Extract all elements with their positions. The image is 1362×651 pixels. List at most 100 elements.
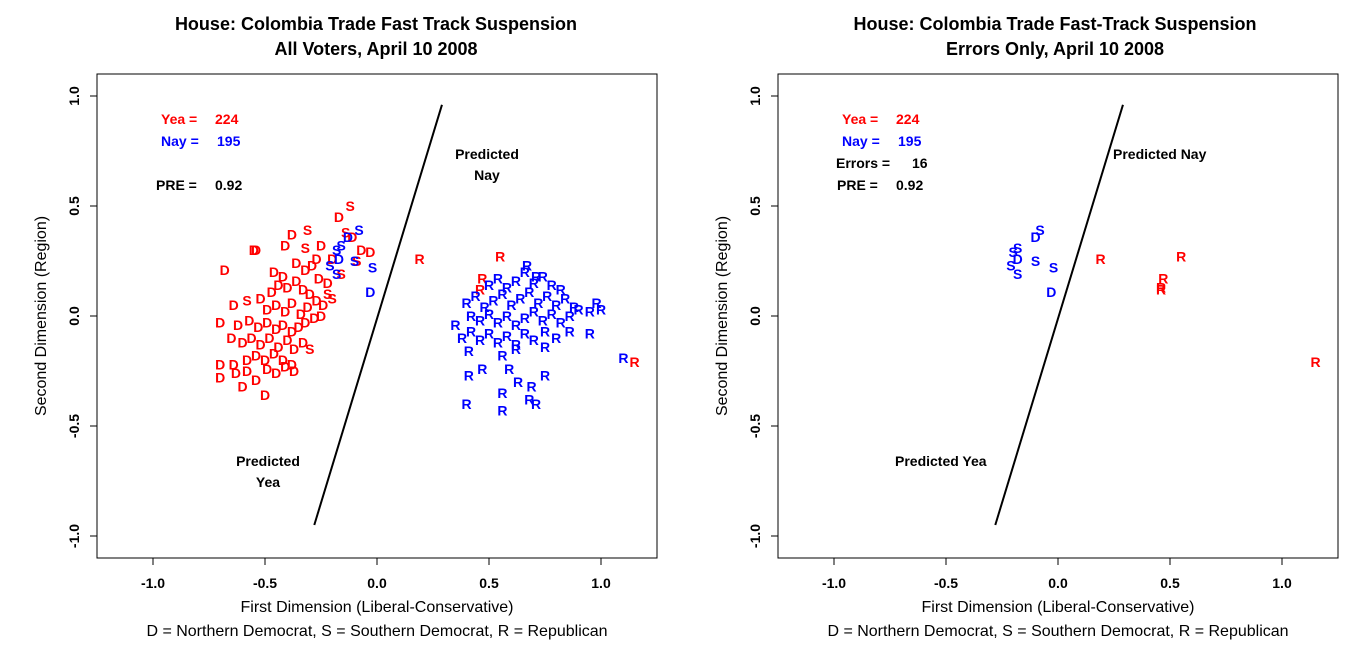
data-point-r: R [479, 299, 489, 315]
x-tick-label: -0.5 [934, 575, 958, 591]
y-tick-label: -0.5 [66, 414, 82, 438]
data-point-r: R [556, 315, 566, 331]
right-cutting-line [994, 104, 1124, 526]
right-pre-label: PRE = [837, 177, 878, 193]
left-y-axis-label: Second Dimension (Region) [33, 216, 50, 416]
data-point-r: R [504, 361, 514, 377]
data-point-r: R [551, 297, 561, 313]
data-point-d: D [249, 242, 259, 258]
data-point-d: D [233, 317, 243, 333]
data-point-r: R [531, 396, 541, 412]
data-point-r: R [475, 332, 485, 348]
data-point-s: S [305, 341, 314, 357]
data-point-r: R [596, 301, 606, 317]
right-yea-count: 224 [896, 111, 920, 127]
data-point-d: D [318, 297, 328, 313]
left-nay-count: 195 [217, 133, 241, 149]
data-point-r: R [547, 306, 557, 322]
data-point-d: D [300, 315, 310, 331]
data-point-r: R [493, 334, 503, 350]
data-point-r: R [464, 343, 474, 359]
data-point-r: R [466, 323, 476, 339]
left-caption: D = Northern Democrat, S = Southern Demo… [146, 623, 607, 640]
data-point-r: R [462, 295, 472, 311]
right-nay-label: Nay = [842, 133, 880, 149]
data-point-d: D [229, 297, 239, 313]
x-tick-label: 0.0 [1048, 575, 1068, 591]
data-point-d: D [282, 279, 292, 295]
data-point-d: D [269, 264, 279, 280]
data-point-d: D [289, 363, 299, 379]
data-point-d: D [271, 321, 281, 337]
data-point-d: D [267, 284, 277, 300]
right-predicted-nay: Predicted Nay [1113, 146, 1207, 162]
data-point-r: R [515, 290, 525, 306]
data-point-r: R [1095, 251, 1105, 267]
data-point-d: D [365, 244, 375, 260]
left-chart-title: House: Colombia Trade Fast Track Suspens… [175, 14, 577, 34]
right-nay-count: 195 [898, 133, 922, 149]
data-point-r: R [477, 271, 487, 287]
data-point-d: D [238, 378, 248, 394]
data-point-d: D [262, 315, 272, 331]
data-point-r: R [475, 282, 485, 298]
data-point-r: R [585, 326, 595, 342]
right-errors-value: 16 [912, 155, 928, 171]
data-point-r: R [511, 317, 521, 333]
y-tick-label: -1.0 [66, 524, 82, 548]
left-predicted-yea-line2: Yea [256, 474, 280, 490]
data-point-r: R [513, 374, 523, 390]
x-tick-label: 1.0 [591, 575, 611, 591]
data-point-d: D [280, 304, 290, 320]
data-point-r: R [477, 361, 487, 377]
data-point-r: R [1176, 249, 1186, 265]
left-chart-subtitle: All Voters, April 10 2008 [274, 39, 477, 59]
data-point-d: D [316, 308, 326, 324]
data-point-d: D [323, 275, 333, 291]
data-point-r: R [540, 367, 550, 383]
left-nay-label: Nay = [161, 133, 199, 149]
y-tick-label: -0.5 [747, 414, 763, 438]
data-point-d: D [311, 251, 321, 267]
left-predicted-yea-line1: Predicted [236, 453, 300, 469]
data-point-s: S [1013, 266, 1022, 282]
data-point-s: S [354, 222, 363, 238]
data-point-r: R [502, 308, 512, 324]
data-point-r: R [565, 308, 575, 324]
x-tick-label: 1.0 [1272, 575, 1292, 591]
data-point-d: D [327, 251, 337, 267]
data-point-s: S [301, 240, 310, 256]
data-point-d: D [291, 255, 301, 271]
data-point-r: R [470, 288, 480, 304]
left-pre-value: 0.92 [215, 177, 242, 193]
data-point-d: D [287, 227, 297, 243]
data-point-r: R [565, 323, 575, 339]
x-tick-label: 0.5 [479, 575, 499, 591]
data-point-r: R [497, 403, 507, 419]
data-point-r: R [466, 308, 476, 324]
data-point-d: D [269, 345, 279, 361]
data-point-r: R [520, 264, 530, 280]
data-point-d: D [343, 229, 353, 245]
data-point-r: R [493, 271, 503, 287]
left-predicted-nay-line2: Nay [474, 167, 500, 183]
data-point-r: R [511, 341, 521, 357]
y-tick-label: 0.5 [66, 196, 82, 216]
y-tick-label: -1.0 [747, 524, 763, 548]
data-point-d: D [253, 319, 263, 335]
data-point-d: D [226, 330, 236, 346]
data-point-d: D [334, 209, 344, 225]
data-point-d: D [365, 284, 375, 300]
data-point-r: R [585, 304, 595, 320]
data-point-d: D [264, 330, 274, 346]
data-point-r: R [522, 257, 532, 273]
data-point-s: S [341, 224, 350, 240]
data-point-s: S [332, 266, 341, 282]
data-point-s: S [332, 242, 341, 258]
data-point-r: R [502, 279, 512, 295]
data-point-d: D [311, 293, 321, 309]
data-point-r: R [457, 330, 467, 346]
data-point-d: D [291, 273, 301, 289]
data-point-d: D [334, 251, 344, 267]
